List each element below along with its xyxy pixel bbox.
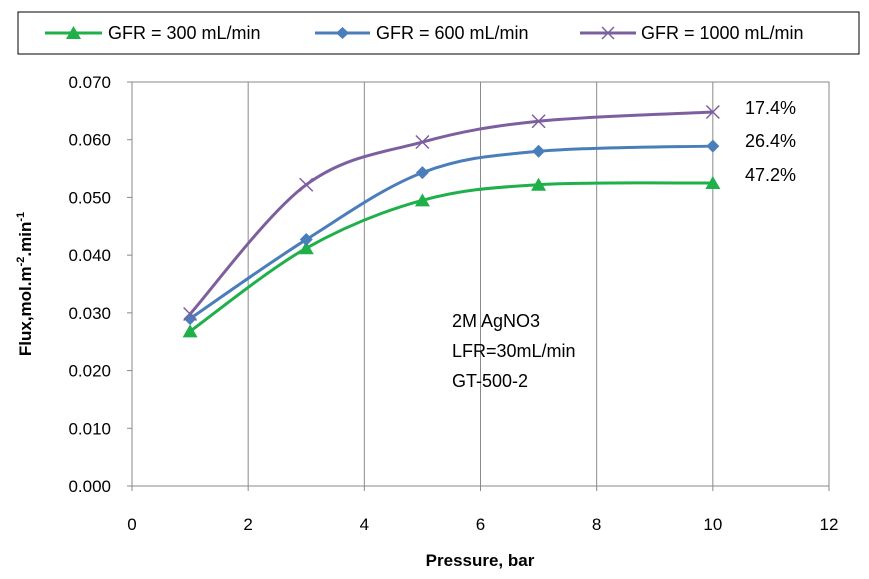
- y-tick-label: 0.050: [68, 188, 111, 207]
- legend-marker-triangle-icon: [66, 26, 81, 39]
- data-point-x: [705, 104, 720, 120]
- x-tick-label: 0: [127, 515, 136, 534]
- legend-marker-x-icon: [601, 26, 615, 40]
- y-tick-label: 0.000: [68, 477, 111, 496]
- x-axis-title: Pressure, bar: [426, 551, 535, 570]
- data-point-x: [531, 114, 546, 129]
- y-axis-title-exp1: -2: [15, 257, 27, 267]
- y-axis-title-mid: .min: [16, 222, 35, 257]
- y-tick-label: 0.040: [68, 246, 111, 265]
- data-point-triangle: [298, 241, 314, 255]
- data-point-x: [415, 134, 430, 150]
- y-tick-label: 0.030: [68, 304, 111, 323]
- x-tick-label: 6: [476, 515, 485, 534]
- legend: GFR = 300 mL/min GFR = 600 mL/min GFR = …: [17, 11, 860, 55]
- legend-label-gfr1000: GFR = 1000 mL/min: [641, 23, 804, 43]
- y-axis-ticks: 0.000 0.010 0.020 0.030 0.040 0.050 0.060 0.070: [68, 73, 132, 496]
- legend-frame: [17, 11, 860, 55]
- data-point-x: [299, 177, 314, 192]
- percentage-annotations: 17.4% 26.4% 47.2%: [745, 98, 796, 185]
- legend-marker-diamond-icon: [336, 27, 349, 39]
- annotation-concentration: 2M AgNO3: [452, 311, 540, 331]
- data-point-diamond: [706, 139, 720, 153]
- y-axis-title-exp2: -1: [15, 212, 27, 222]
- annotation-pct-gfr600: 26.4%: [745, 131, 796, 151]
- series-markers: [182, 104, 721, 338]
- x-tick-label: 10: [703, 515, 722, 534]
- data-point-x: [183, 306, 198, 322]
- x-tick-label: 8: [592, 515, 601, 534]
- annotation-pct-gfr1000: 17.4%: [745, 98, 796, 118]
- annotation-lfr: LFR=30mL/min: [452, 341, 576, 361]
- conditions-annotation: 2M AgNO3 LFR=30mL/min GT-500-2: [452, 311, 576, 391]
- y-tick-label: 0.070: [68, 73, 111, 92]
- y-tick-label: 0.010: [68, 419, 111, 438]
- data-point-diamond: [299, 233, 313, 247]
- data-point-diamond: [532, 144, 546, 158]
- x-axis-ticks: 0 2 4 6 8 10 12: [127, 486, 838, 534]
- legend-label-gfr300: GFR = 300 mL/min: [108, 23, 261, 43]
- x-tick-label: 4: [360, 515, 369, 534]
- y-tick-label: 0.060: [68, 131, 111, 150]
- y-axis-title: Flux,mol.m-2.min-1: [15, 212, 35, 356]
- y-axis-title-base: Flux,mol.m: [16, 266, 35, 356]
- data-point-triangle: [531, 177, 547, 191]
- data-point-diamond: [183, 312, 197, 326]
- plot-area: 0 2 4 6 8 10 12 0.000 0.010 0.020 0.030 0.040 0.050…: [68, 73, 838, 534]
- annotation-pct-gfr300: 47.2%: [745, 165, 796, 185]
- annotation-membrane: GT-500-2: [452, 371, 528, 391]
- legend-label-gfr600: GFR = 600 mL/min: [376, 23, 529, 43]
- y-tick-label: 0.020: [68, 362, 111, 381]
- x-tick-label: 12: [820, 515, 839, 534]
- data-point-triangle: [414, 193, 430, 207]
- data-point-triangle: [705, 176, 721, 189]
- data-point-diamond: [415, 166, 429, 180]
- data-point-triangle: [182, 324, 198, 338]
- x-tick-label: 2: [243, 515, 252, 534]
